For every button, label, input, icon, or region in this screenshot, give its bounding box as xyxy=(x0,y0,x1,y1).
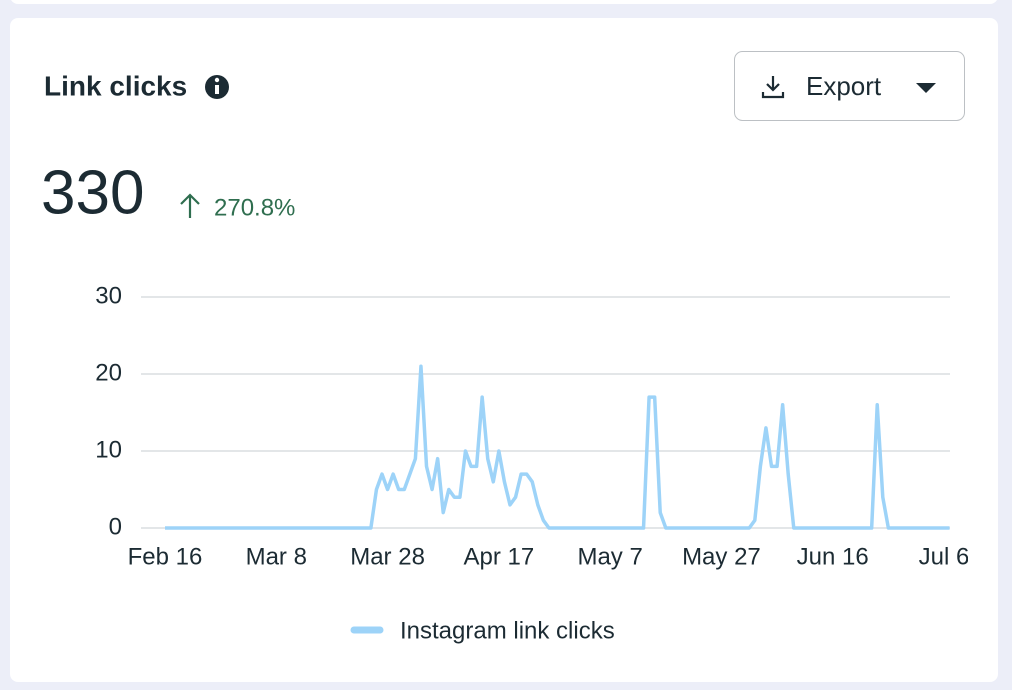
change-value: 270.8% xyxy=(214,194,295,221)
x-tick-label: Mar 28 xyxy=(350,543,425,570)
info-icon[interactable] xyxy=(205,75,229,99)
prev-card xyxy=(11,0,997,4)
x-tick-label: Mar 8 xyxy=(246,543,307,570)
x-tick-label: May 27 xyxy=(682,543,761,570)
y-tick-label: 20 xyxy=(95,359,122,386)
card xyxy=(10,18,998,682)
x-tick-label: Jun 16 xyxy=(797,543,869,570)
up-arrow xyxy=(180,193,200,218)
data-line xyxy=(165,364,950,530)
y-tick-label: 30 xyxy=(95,282,122,309)
x-tick-label: Apr 17 xyxy=(463,543,534,570)
export-label: Export xyxy=(806,71,882,101)
export-button[interactable]: Export xyxy=(734,51,965,121)
x-tick-label: May 7 xyxy=(577,543,642,570)
y-tick-label: 10 xyxy=(95,436,122,463)
x-tick-label: Jul 6 xyxy=(919,543,970,570)
legend-label: Instagram link clicks xyxy=(400,617,615,644)
chart: 0 10 20 30 Feb 16 Mar 8 Mar 28 Apr 17 May 7 May 2… xyxy=(95,282,970,570)
card-title: Link clicks xyxy=(44,70,187,101)
y-tick-label: 0 xyxy=(109,513,122,540)
x-tick-label: Feb 16 xyxy=(128,543,203,570)
total-value: 330 xyxy=(41,158,144,227)
